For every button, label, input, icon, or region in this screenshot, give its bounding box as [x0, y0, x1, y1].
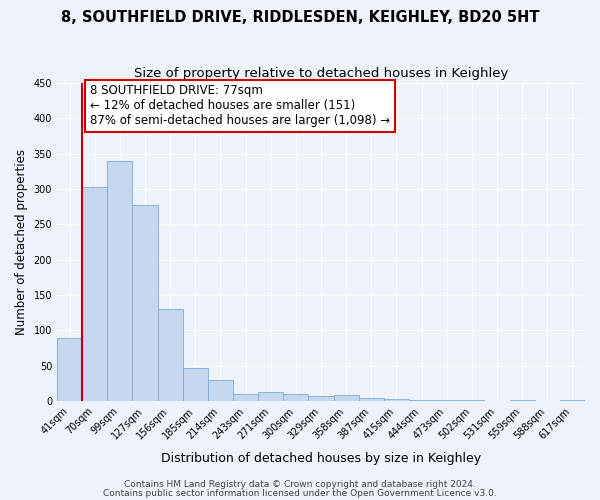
Bar: [334, 395, 359, 401]
Text: Contains public sector information licensed under the Open Government Licence v3: Contains public sector information licen…: [103, 488, 497, 498]
Bar: [560, 400, 585, 401]
Bar: [82, 187, 107, 401]
Y-axis label: Number of detached properties: Number of detached properties: [15, 149, 28, 335]
Bar: [459, 400, 484, 401]
Text: 8 SOUTHFIELD DRIVE: 77sqm
← 12% of detached houses are smaller (151)
87% of semi: 8 SOUTHFIELD DRIVE: 77sqm ← 12% of detac…: [90, 84, 390, 128]
Bar: [409, 400, 434, 401]
Bar: [308, 396, 334, 401]
X-axis label: Distribution of detached houses by size in Keighley: Distribution of detached houses by size …: [161, 452, 481, 465]
Bar: [233, 394, 258, 401]
Text: 8, SOUTHFIELD DRIVE, RIDDLESDEN, KEIGHLEY, BD20 5HT: 8, SOUTHFIELD DRIVE, RIDDLESDEN, KEIGHLE…: [61, 10, 539, 25]
Bar: [57, 338, 82, 401]
Bar: [107, 161, 133, 401]
Bar: [283, 394, 308, 401]
Bar: [384, 399, 409, 401]
Bar: [133, 204, 158, 401]
Bar: [183, 368, 208, 401]
Text: Contains HM Land Registry data © Crown copyright and database right 2024.: Contains HM Land Registry data © Crown c…: [124, 480, 476, 489]
Bar: [258, 392, 283, 401]
Bar: [359, 398, 384, 401]
Bar: [158, 309, 183, 401]
Bar: [509, 400, 535, 401]
Bar: [434, 400, 459, 401]
Bar: [208, 380, 233, 401]
Title: Size of property relative to detached houses in Keighley: Size of property relative to detached ho…: [134, 68, 508, 80]
